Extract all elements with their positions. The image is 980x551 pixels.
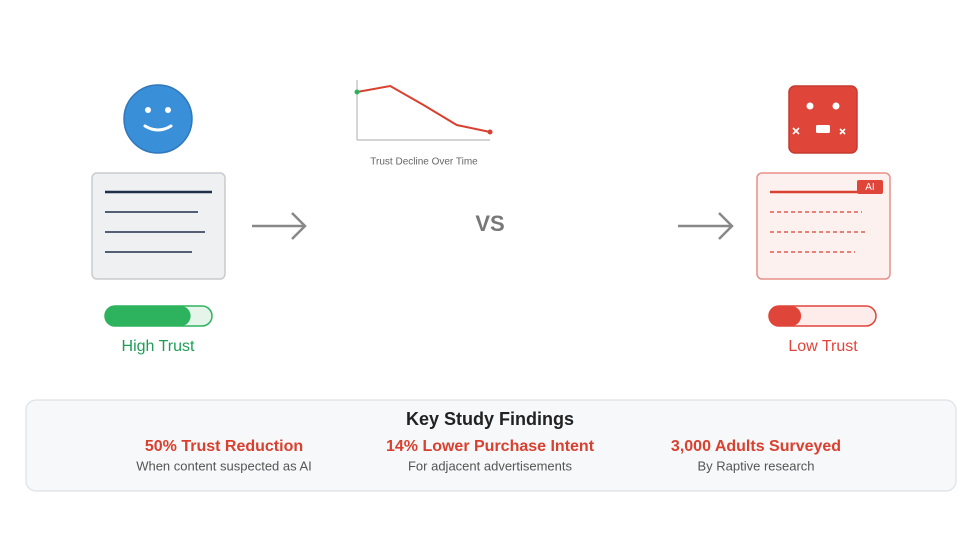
findings-panel: [25, 399, 957, 492]
finding-subtitle: When content suspected as AI: [136, 458, 312, 473]
human-document: [91, 172, 226, 280]
high-trust-label: High Trust: [122, 338, 195, 355]
vs-label: VS: [475, 211, 504, 236]
trust-meter-fill: [105, 306, 191, 326]
sparkline-end: [487, 129, 493, 135]
ai-badge: AI: [865, 182, 874, 193]
finding-title: 50% Trust Reduction: [145, 438, 303, 455]
trust-meter-fill: [769, 306, 802, 326]
finding-subtitle: For adjacent advertisements: [408, 458, 573, 473]
sparkline: [356, 84, 491, 133]
arrow: [678, 212, 734, 240]
finding-title: 3,000 Adults Surveyed: [671, 438, 841, 455]
findings-title: Key Study Findings: [406, 409, 574, 429]
finding-title: 14% Lower Purchase Intent: [386, 438, 595, 455]
sparkline-title: Trust Decline Over Time: [370, 157, 478, 168]
happy-face: [123, 84, 193, 154]
low-trust-label: Low Trust: [788, 338, 858, 355]
robot-face: [788, 85, 858, 154]
finding-subtitle: By Raptive research: [697, 458, 814, 473]
sparkline-start: [354, 89, 360, 95]
arrow: [252, 212, 307, 240]
ai-document: [756, 172, 891, 280]
